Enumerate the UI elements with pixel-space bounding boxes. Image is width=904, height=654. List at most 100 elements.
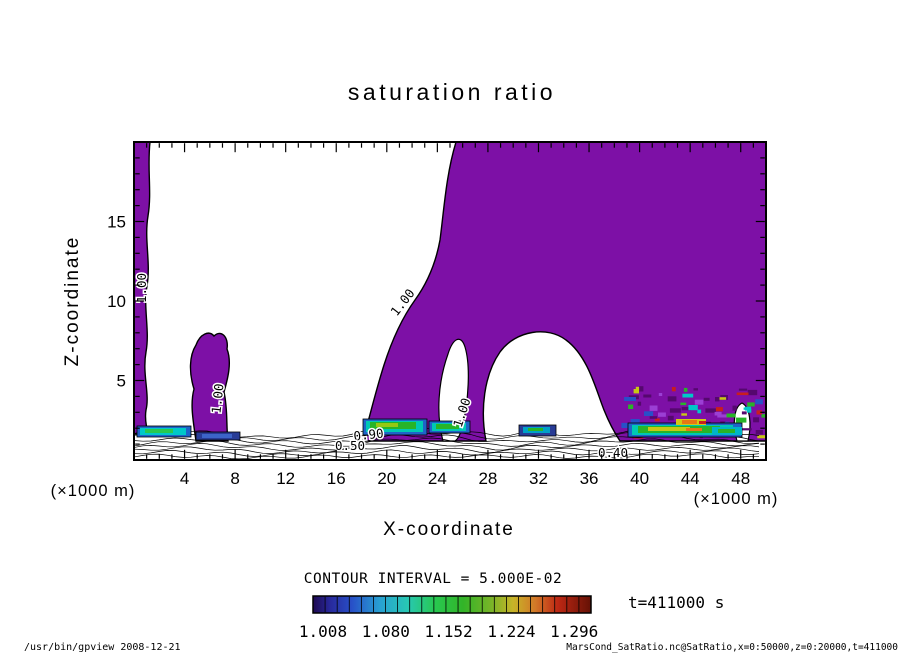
x-tick-label: 24 <box>428 469 447 488</box>
dither-speckle <box>658 412 666 417</box>
x-tick-label: 32 <box>529 469 548 488</box>
colorbar-labels: 1.008 1.080 1.152 1.224 1.296 <box>299 622 598 641</box>
colorbar-dividers <box>324 596 580 613</box>
dither-speckle <box>667 415 674 421</box>
dither-speckle <box>688 405 698 411</box>
colorbar <box>312 595 592 614</box>
surface-patch-segment <box>648 427 690 431</box>
dither-speckle <box>654 418 660 422</box>
x-tick-label: 8 <box>230 469 239 488</box>
dither-speckle <box>726 413 736 418</box>
surface-contour-line <box>134 445 760 454</box>
dither-speckle <box>741 411 747 415</box>
x-tick-label: 36 <box>580 469 599 488</box>
dither-speckle <box>633 389 639 394</box>
surface-patch-segment <box>202 434 232 438</box>
footer-dataset-info: MarsCond_SatRatio.nc@SatRatio,x=0:50000,… <box>566 642 898 653</box>
y-tick-label: 5 <box>117 372 126 391</box>
contour-line-label: 0.90 <box>353 425 385 443</box>
y-axis-unit-label: (×1000 m) <box>51 482 136 500</box>
dither-speckle <box>628 404 634 409</box>
contour-field: 1.00 1.00 1.00 1.00 0.90 0.50 0.40 <box>134 142 766 460</box>
dither-speckle <box>680 402 687 406</box>
dither-speckle <box>667 396 677 402</box>
surface-contour-line <box>134 449 760 457</box>
plot-frame <box>133 141 767 461</box>
dither-speckle <box>732 405 737 411</box>
dither-speckle <box>719 397 727 400</box>
dither-speckle <box>705 408 717 413</box>
dither-speckle <box>624 397 636 401</box>
dither-speckle <box>682 393 694 398</box>
x-tick-label: 44 <box>681 469 700 488</box>
dither-speckle <box>742 428 752 431</box>
surface-patch-segment <box>686 428 702 431</box>
dither-speckle <box>649 405 658 411</box>
footer-command-line: /usr/bin/gpview 2008-12-21 <box>24 642 181 653</box>
dither-speckle <box>694 399 704 405</box>
surface-contour-line <box>134 453 759 460</box>
dither-speckle <box>744 406 751 411</box>
surface-patch-segment <box>699 421 706 424</box>
dither-speckle <box>738 388 748 391</box>
dither-speckle <box>747 389 758 396</box>
x-axis-unit-label: (×1000 m) <box>694 490 779 508</box>
dither-speckle <box>637 401 642 406</box>
contour-interval-label: CONTOUR INTERVAL = 5.000E-02 <box>304 571 562 587</box>
dither-speckle <box>761 414 766 418</box>
contour-line-label: 0.50 <box>335 438 365 453</box>
dither-speckle <box>757 435 766 439</box>
y-tick-label: 15 <box>107 213 126 232</box>
dither-speckle <box>683 387 688 392</box>
dither-speckle <box>735 417 747 423</box>
dither-speckle <box>736 392 749 396</box>
x-tick-label: 48 <box>731 469 750 488</box>
chart-title: saturation ratio <box>348 79 556 105</box>
dither-speckle <box>693 388 698 391</box>
dither-speckle <box>681 413 687 416</box>
dither-speckle <box>755 399 763 405</box>
x-axis-label: X-coordinate <box>383 519 515 540</box>
surface-patch-segment <box>682 420 697 424</box>
dither-speckle <box>756 410 762 415</box>
dither-speckle <box>697 409 702 414</box>
dither-speckle <box>681 406 691 411</box>
y-axis-label: Z-coordinate <box>62 236 83 367</box>
dither-speckle <box>715 397 720 402</box>
dither-speckle <box>703 397 710 401</box>
colorbar-tick-label: 1.080 <box>362 622 410 641</box>
surface-contour-line <box>134 437 760 448</box>
colorbar-tick-label: 1.008 <box>299 622 347 641</box>
dither-speckle <box>658 393 663 396</box>
dither-speckle <box>717 414 728 418</box>
surface-patch-segment <box>436 424 459 429</box>
x-tick-label: 16 <box>327 469 346 488</box>
dither-speckle <box>669 408 681 413</box>
dither-speckle <box>755 430 763 435</box>
contour-line-label: 1.00 <box>208 383 226 415</box>
x-tick-label: 40 <box>630 469 649 488</box>
dither-speckle <box>715 407 723 412</box>
contour-line-label: 0.40 <box>598 445 628 460</box>
x-tick-label: 12 <box>276 469 295 488</box>
axis-ticks <box>135 143 765 459</box>
x-tick-label: 20 <box>377 469 396 488</box>
dither-speckle <box>635 386 642 391</box>
contour-line-label: 1.00 <box>134 273 149 303</box>
time-label: t=411000 s <box>628 593 724 612</box>
dither-speckle <box>714 411 722 416</box>
surface-contour-line <box>134 441 760 451</box>
surface-patch-segment <box>528 428 543 431</box>
dither-speckle <box>639 386 644 392</box>
colorbar-tick-label: 1.152 <box>425 622 473 641</box>
surface-patch-segment <box>376 423 398 427</box>
dither-speckle <box>621 422 631 428</box>
dither-speckle <box>649 416 658 419</box>
surface-patch-segment <box>145 429 173 433</box>
surface-patch-segment <box>718 429 735 433</box>
saturation-region-left-column <box>134 142 151 435</box>
dither-speckle <box>630 419 640 424</box>
